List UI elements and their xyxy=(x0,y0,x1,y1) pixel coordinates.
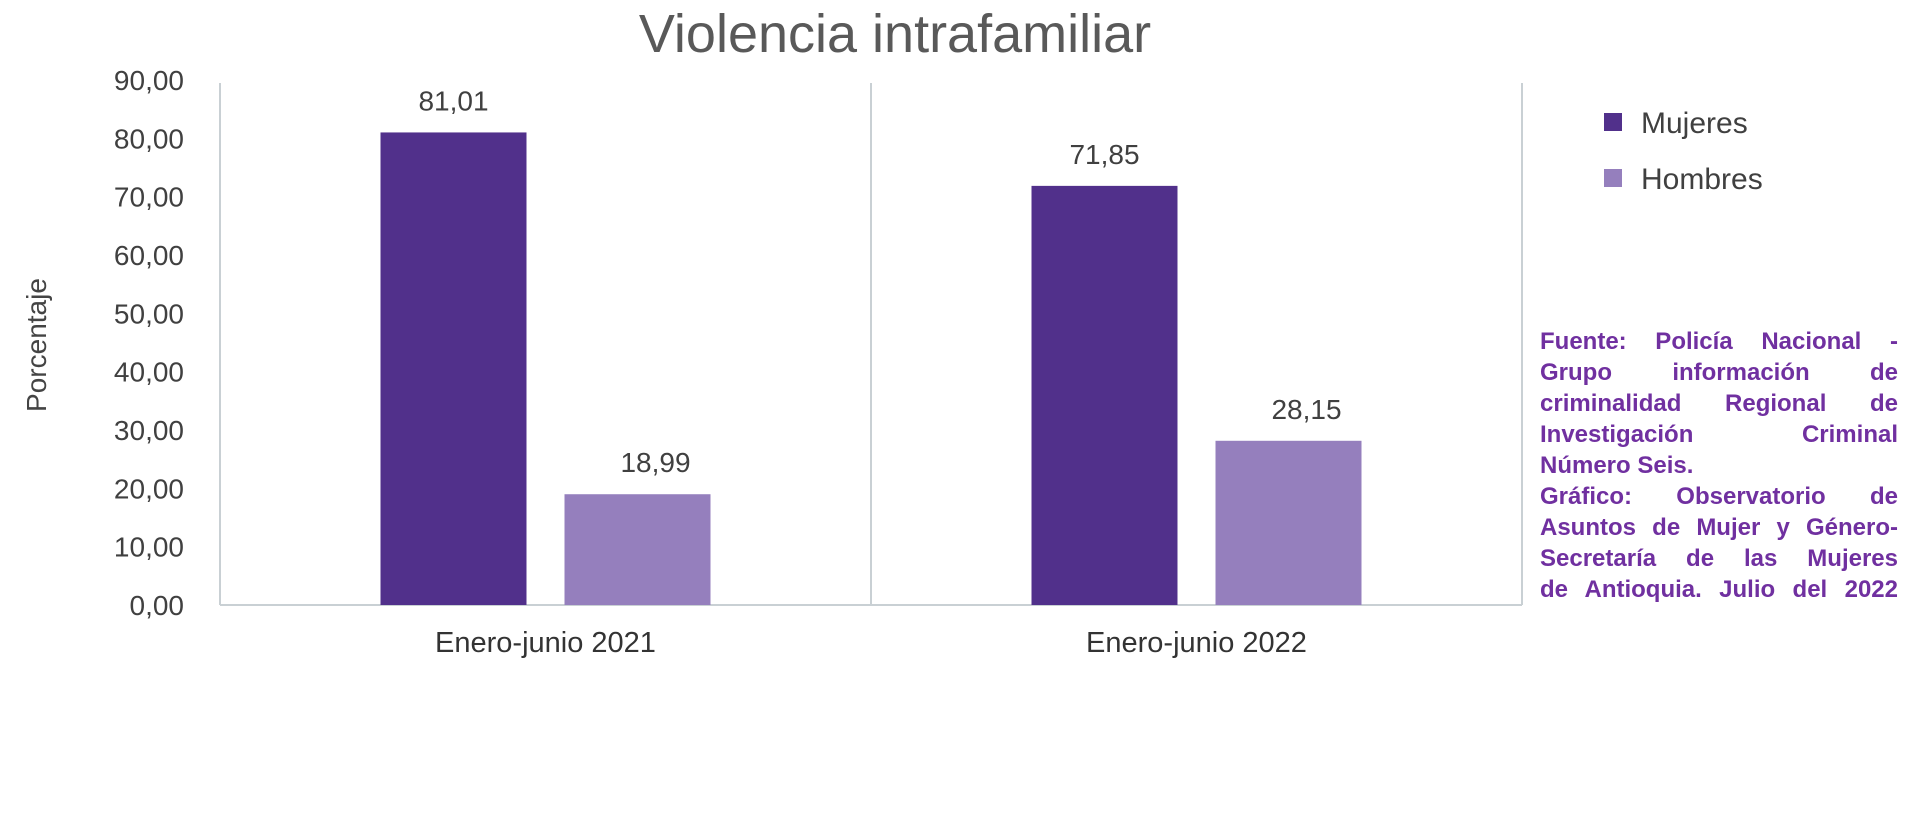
y-tick-label: 30,00 xyxy=(114,415,184,446)
data-label: 71,85 xyxy=(1069,139,1139,170)
data-label: 28,15 xyxy=(1271,394,1341,425)
y-tick-label: 80,00 xyxy=(114,123,184,154)
source-line: Asuntos de Mujer y Género- xyxy=(1540,514,1898,541)
y-tick-label: 40,00 xyxy=(114,357,184,388)
source-line: criminalidad Regional de xyxy=(1540,390,1898,417)
source-line: Secretaría de las Mujeres xyxy=(1540,545,1898,572)
source-note: Fuente: Policía Nacional - Grupo informa… xyxy=(1540,326,1898,605)
source-line: Investigación Criminal xyxy=(1540,421,1898,448)
source-line: Grupo información de xyxy=(1540,359,1898,386)
source-line: de Antioquia. Julio del 2022 xyxy=(1540,576,1898,603)
y-tick-label: 90,00 xyxy=(114,65,184,96)
chart-title: Violencia intrafamiliar xyxy=(639,4,1151,64)
y-tick-label: 20,00 xyxy=(114,473,184,504)
y-tick-label: 60,00 xyxy=(114,240,184,271)
x-tick-label: Enero-junio 2021 xyxy=(435,627,656,659)
bar-mujeres-enero-junio-2022 xyxy=(1031,185,1178,605)
legend-item-mujeres: Mujeres xyxy=(1604,107,1748,140)
bar-hombres-enero-junio-2022 xyxy=(1215,440,1362,605)
source-line: Número Seis. xyxy=(1540,452,1694,479)
y-axis-ticks: 0,00 10,00 20,00 30,00 40,00 50,00 60,00 70,00 8… xyxy=(114,65,184,621)
source-line: Gráfico: Observatorio de xyxy=(1540,483,1898,510)
bars xyxy=(380,132,1362,606)
x-tick-label: Enero-junio 2022 xyxy=(1086,627,1307,659)
bar-hombres-enero-junio-2021 xyxy=(564,494,711,605)
y-tick-label: 0,00 xyxy=(130,590,185,621)
legend: Mujeres Hombres xyxy=(1604,107,1763,196)
source-line: Fuente: Policía Nacional - xyxy=(1540,328,1898,355)
y-axis-title: Porcentaje xyxy=(21,278,52,412)
legend-label: Mujeres xyxy=(1641,107,1748,140)
y-tick-label: 50,00 xyxy=(114,298,184,329)
legend-item-hombres: Hombres xyxy=(1604,163,1763,196)
data-labels: 81,01 18,99 71,85 28,15 xyxy=(418,85,1341,478)
data-label: 18,99 xyxy=(620,447,690,478)
legend-swatch xyxy=(1604,113,1622,131)
y-tick-label: 10,00 xyxy=(114,532,184,563)
x-axis-categories: Enero-junio 2021 Enero-junio 2022 xyxy=(435,627,1307,659)
legend-label: Hombres xyxy=(1641,163,1763,196)
data-label: 81,01 xyxy=(418,85,488,116)
bar-mujeres-enero-junio-2021 xyxy=(380,132,527,606)
y-tick-label: 70,00 xyxy=(114,182,184,213)
legend-swatch xyxy=(1604,169,1622,187)
